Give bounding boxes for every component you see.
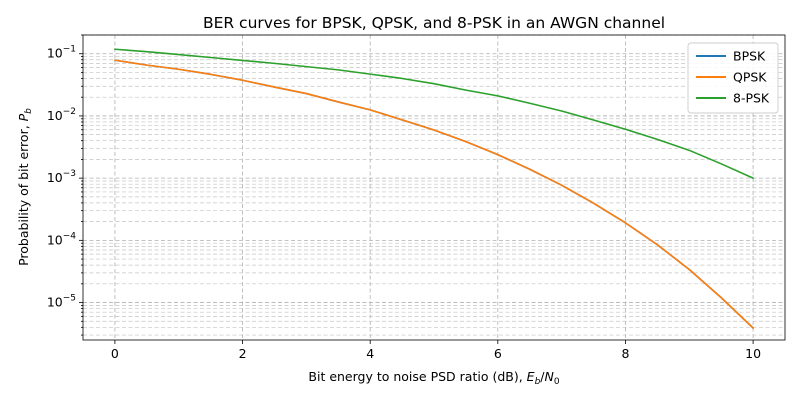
x-axis-label: Bit energy to noise PSD ratio (dB), Eb/N…: [308, 369, 559, 387]
legend: BPSK QPSK 8-PSK: [687, 42, 779, 114]
y-tick-label: 10−2: [47, 107, 76, 123]
y-axis-label: Probability of bit error, Pb: [16, 108, 34, 266]
chart-title: BER curves for BPSK, QPSK, and 8-PSK in …: [203, 14, 665, 32]
legend-label-qpsk: QPSK: [733, 70, 767, 85]
y-tick-label: 10−5: [47, 294, 76, 310]
legend-label-bpsk: BPSK: [733, 49, 766, 64]
y-axis-ticks: 10−5 10−4 10−3 10−2 10−1: [47, 34, 83, 336]
x-tick-label: 2: [239, 346, 247, 361]
x-tick-label: 10: [745, 346, 761, 361]
x-tick-label: 0: [111, 346, 119, 361]
x-axis-ticks: 0 2 4 6 8 10: [111, 340, 761, 361]
legend-box: [687, 42, 779, 114]
series-group: [114, 48, 754, 329]
series-line-8psk: [114, 48, 754, 179]
y-tick-label: 10−4: [47, 231, 76, 247]
legend-label-8psk: 8-PSK: [733, 91, 770, 106]
series-line-qpsk: [114, 59, 754, 329]
x-tick-label: 8: [621, 346, 629, 361]
y-tick-label: 10−3: [47, 169, 76, 185]
x-tick-label: 6: [494, 346, 502, 361]
y-tick-label: 10−1: [47, 45, 76, 61]
x-tick-label: 4: [366, 346, 374, 361]
